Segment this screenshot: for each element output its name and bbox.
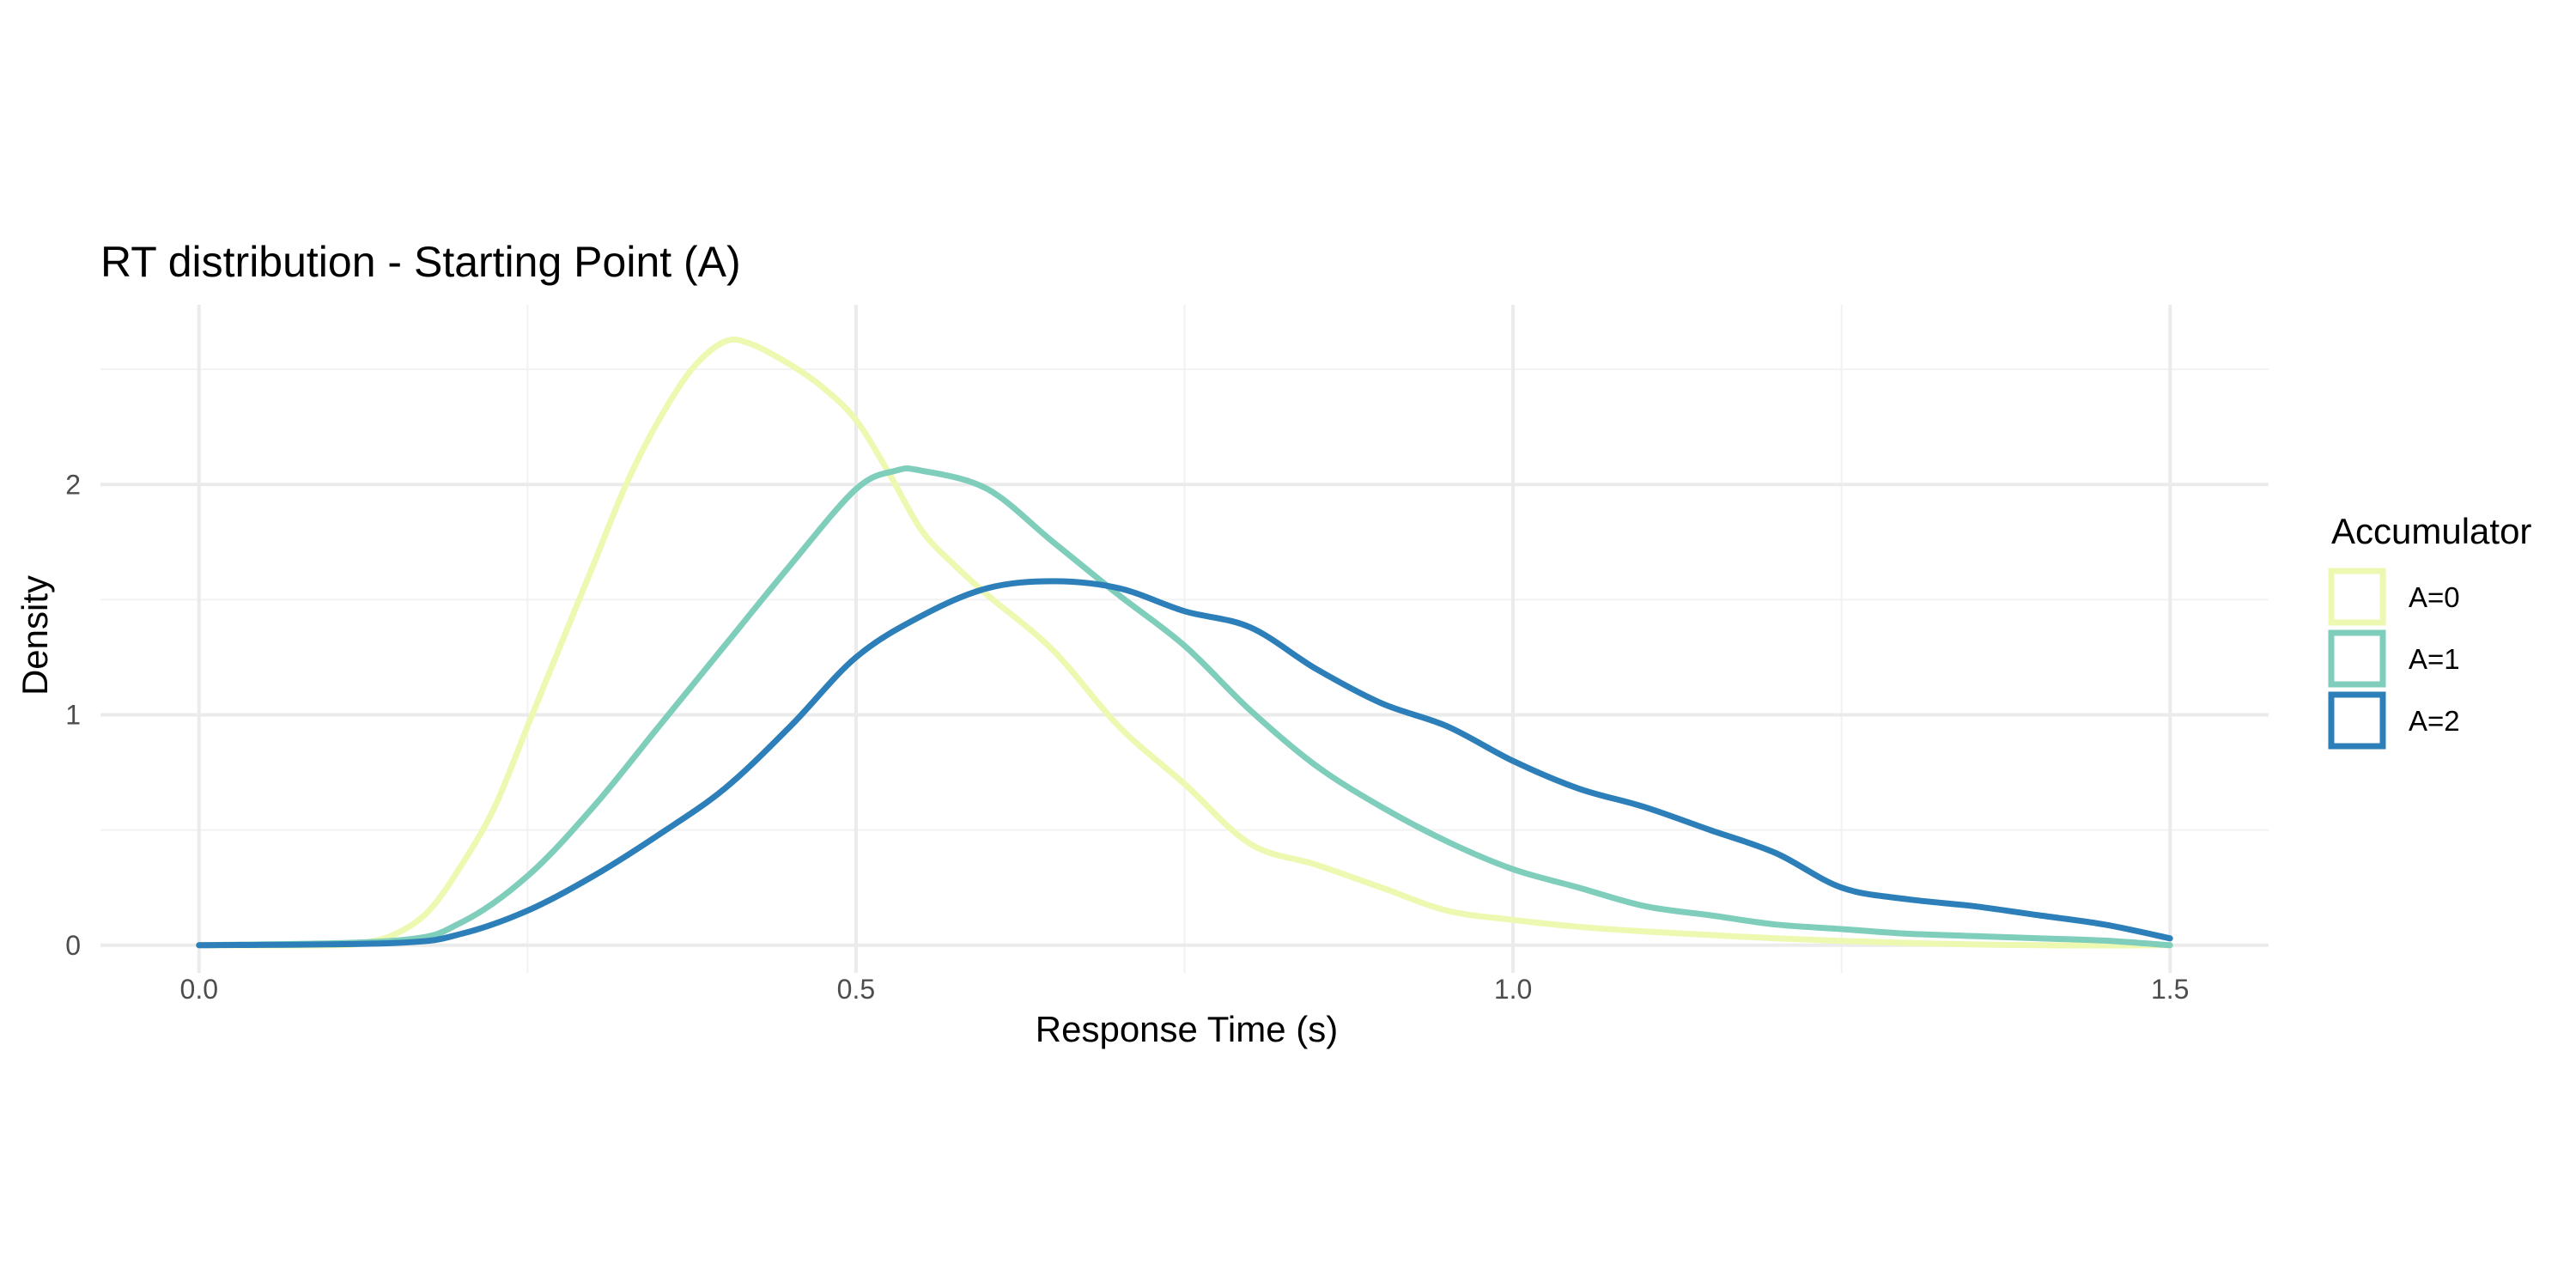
legend-items: A=0 A=1 A=2 [2328,568,2460,750]
series-line-A=2 [196,578,2173,949]
x-tick-label: 0.5 [837,974,875,1005]
legend-label: A=0 [2409,581,2460,613]
x-axis-ticks: 0.0 0.5 1.0 1.5 [180,974,2190,1005]
legend-label: A=2 [2409,705,2460,737]
x-tick-label: 0.0 [180,974,218,1005]
x-tick-label: 1.0 [1494,974,1532,1005]
y-axis-title: Density [15,575,55,696]
legend-key-A=0 [2328,568,2386,626]
y-tick-label: 1 [65,700,81,731]
y-tick-label: 2 [65,469,81,500]
series-line-A=0 [196,336,2173,949]
y-axis-ticks: 0 1 2 [65,469,81,961]
series-layer [196,336,2173,949]
series-line-A=1 [196,465,2173,949]
minor-gridlines [100,305,2269,973]
x-axis-title: Response Time (s) [1036,1009,1338,1049]
x-tick-label: 1.5 [2151,974,2189,1005]
legend-title: Accumulator [2331,511,2531,551]
legend-label: A=1 [2409,643,2460,675]
chart-title: RT distribution - Starting Point (A) [100,238,741,286]
legend: Accumulator A=0 A=1 A=2 [2328,511,2531,750]
legend-key-A=1 [2328,629,2386,688]
legend-key-A=2 [2328,691,2386,750]
y-tick-label: 0 [65,930,81,961]
